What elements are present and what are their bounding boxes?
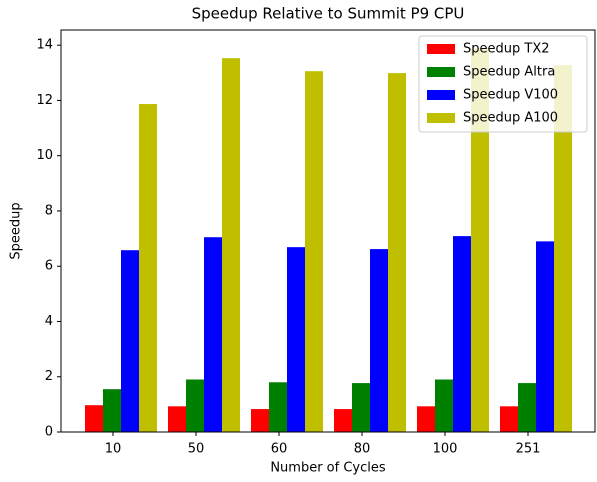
x-tick-label: 251: [516, 442, 541, 457]
bar: [103, 389, 121, 432]
y-tick-label: 4: [45, 314, 53, 329]
legend-swatch: [427, 44, 455, 54]
bar: [251, 409, 269, 432]
y-tick-label: 12: [36, 93, 53, 108]
y-tick-label: 14: [36, 38, 53, 53]
bar: [453, 236, 471, 432]
y-tick-label: 2: [45, 369, 53, 384]
bar: [518, 383, 536, 432]
legend-label: Speedup V100: [463, 88, 558, 103]
x-axis-label: Number of Cycles: [270, 461, 386, 476]
x-tick-label: 10: [105, 442, 122, 457]
bar: [139, 104, 157, 433]
legend-box: [418, 35, 588, 133]
bar: [85, 405, 103, 432]
bar: [168, 406, 186, 432]
x-tick-label: 60: [271, 442, 288, 457]
legend-label: Speedup TX2: [463, 42, 550, 57]
plot-frame: [60, 29, 596, 433]
chart-title: Speedup Relative to Summit P9 CPU: [192, 5, 465, 23]
y-tick-label: 6: [45, 259, 53, 274]
y-axis-label: Speedup: [9, 202, 24, 259]
y-tick-label: 8: [45, 203, 53, 218]
legend-swatch: [427, 90, 455, 100]
bar: [388, 73, 406, 433]
x-tick-label: 80: [354, 442, 371, 457]
bar: [536, 241, 554, 432]
legend-swatch: [427, 67, 455, 77]
legend-label: Speedup A100: [463, 111, 558, 126]
legend-label: Speedup Altra: [463, 65, 555, 80]
bar: [222, 58, 240, 432]
bar: [204, 237, 222, 432]
legend: Speedup TX2 Speedup Altra Speedup V100 Spee…: [418, 35, 588, 133]
bar: [370, 249, 388, 432]
x-tick-label: 100: [433, 442, 458, 457]
bar: [269, 382, 287, 432]
bar: [305, 71, 323, 433]
bar: [471, 47, 489, 432]
bar: [417, 406, 435, 432]
bar: [435, 379, 453, 432]
bar: [554, 65, 572, 433]
bar: [287, 247, 305, 432]
bar: [121, 250, 139, 432]
x-tick-label: 50: [188, 442, 205, 457]
y-tick-label: 0: [45, 425, 53, 440]
legend-swatch: [427, 113, 455, 123]
bar: [334, 409, 352, 432]
y-tick-label: 10: [36, 148, 53, 163]
bar: [500, 406, 518, 432]
bar: [186, 379, 204, 432]
bar: [352, 383, 370, 432]
